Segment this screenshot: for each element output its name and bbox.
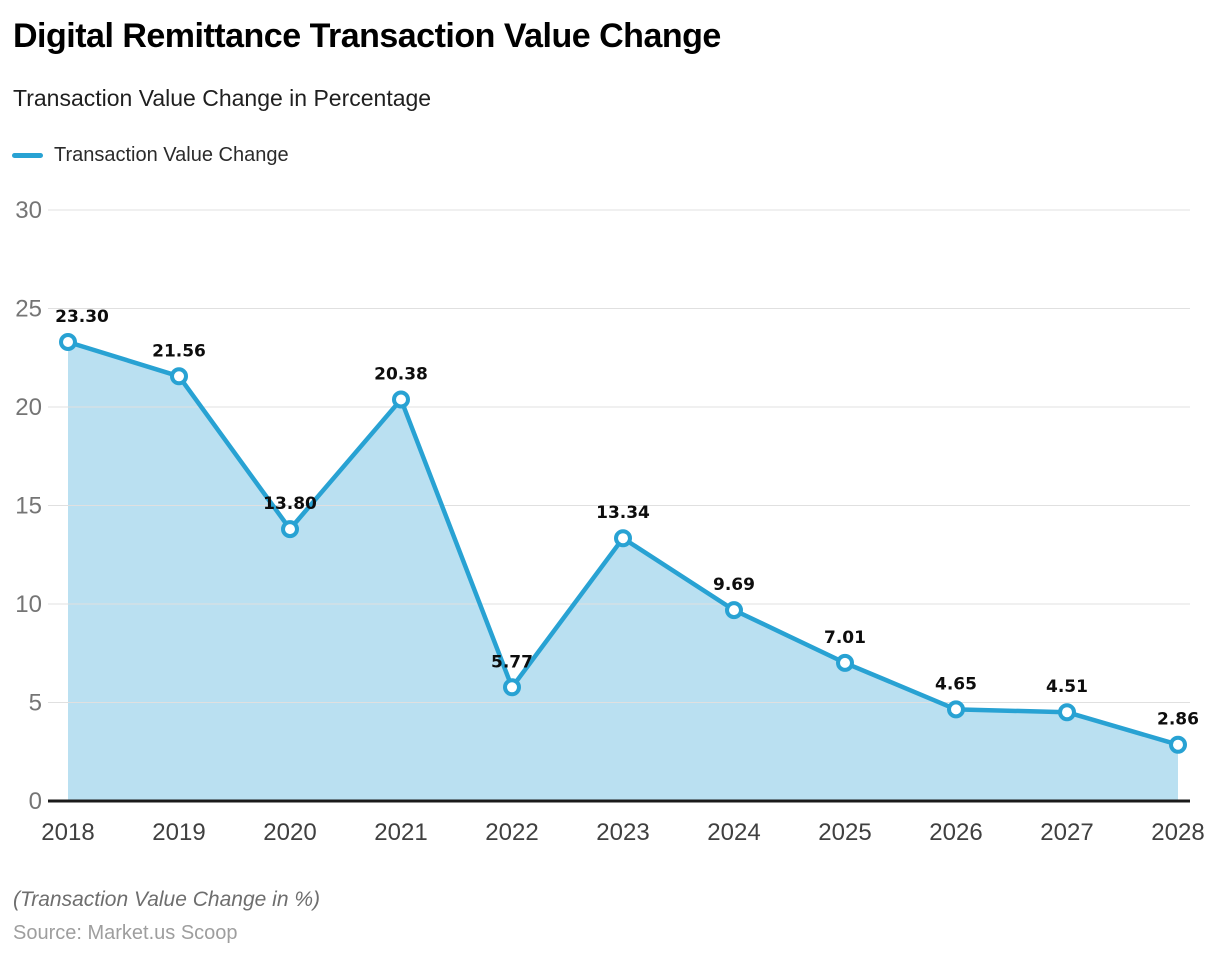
data-label: 5.77: [491, 652, 533, 672]
data-label: 9.69: [713, 575, 755, 595]
chart-svg: 05101520253023.3021.5613.8020.385.7713.3…: [15, 197, 1204, 846]
page-title: Digital Remittance Transaction Value Cha…: [13, 17, 721, 55]
y-axis-tick: 20: [15, 394, 42, 421]
legend: Transaction Value Change: [12, 144, 1220, 166]
unit-note: (Transaction Value Change in %): [13, 888, 320, 911]
data-point-marker: [725, 601, 743, 620]
y-axis-tick: 5: [29, 690, 42, 717]
data-point-marker: [281, 520, 299, 539]
x-axis-tick: 2025: [818, 819, 871, 846]
chart-subtitle: Transaction Value Change in Percentage: [13, 85, 432, 111]
data-point-marker: [170, 367, 188, 386]
y-axis-tick: 15: [15, 493, 42, 520]
x-axis-tick: 2026: [929, 819, 982, 846]
data-label: 21.56: [152, 341, 206, 361]
x-axis-tick: 2019: [152, 819, 205, 846]
legend-label: Transaction Value Change: [54, 143, 289, 166]
data-label: 20.38: [374, 365, 428, 385]
x-axis-tick: 2022: [485, 819, 538, 846]
data-point-marker: [836, 653, 854, 672]
x-axis-tick: 2018: [41, 819, 94, 846]
x-axis-tick: 2027: [1040, 819, 1093, 846]
y-axis-tick: 25: [15, 296, 42, 323]
data-label: 13.80: [263, 494, 317, 514]
source-note: Source: Market.us Scoop: [13, 922, 238, 944]
data-label: 7.01: [824, 628, 866, 648]
data-point-marker: [392, 390, 410, 409]
data-label: 2.86: [1157, 710, 1199, 730]
x-axis-tick: 2023: [596, 819, 649, 846]
data-label: 13.34: [596, 503, 650, 523]
x-axis-tick: 2020: [263, 819, 316, 846]
y-axis-tick: 10: [15, 591, 42, 618]
data-point-marker: [59, 333, 77, 351]
y-axis-tick: 30: [15, 197, 42, 224]
area-fill: [68, 342, 1178, 801]
data-label: 23.30: [55, 307, 109, 327]
data-point-marker: [1169, 735, 1187, 754]
data-label: 4.51: [1046, 677, 1088, 697]
y-axis-tick: 0: [29, 788, 42, 815]
legend-line-swatch: [12, 152, 43, 158]
x-axis-tick: 2021: [374, 819, 427, 846]
data-point-marker: [614, 529, 632, 548]
x-axis-tick: 2024: [707, 819, 760, 846]
data-label: 4.65: [935, 674, 977, 694]
x-axis-tick: 2028: [1151, 819, 1204, 846]
data-point-marker: [947, 700, 965, 719]
data-point-marker: [503, 678, 521, 697]
data-point-marker: [1058, 703, 1076, 722]
